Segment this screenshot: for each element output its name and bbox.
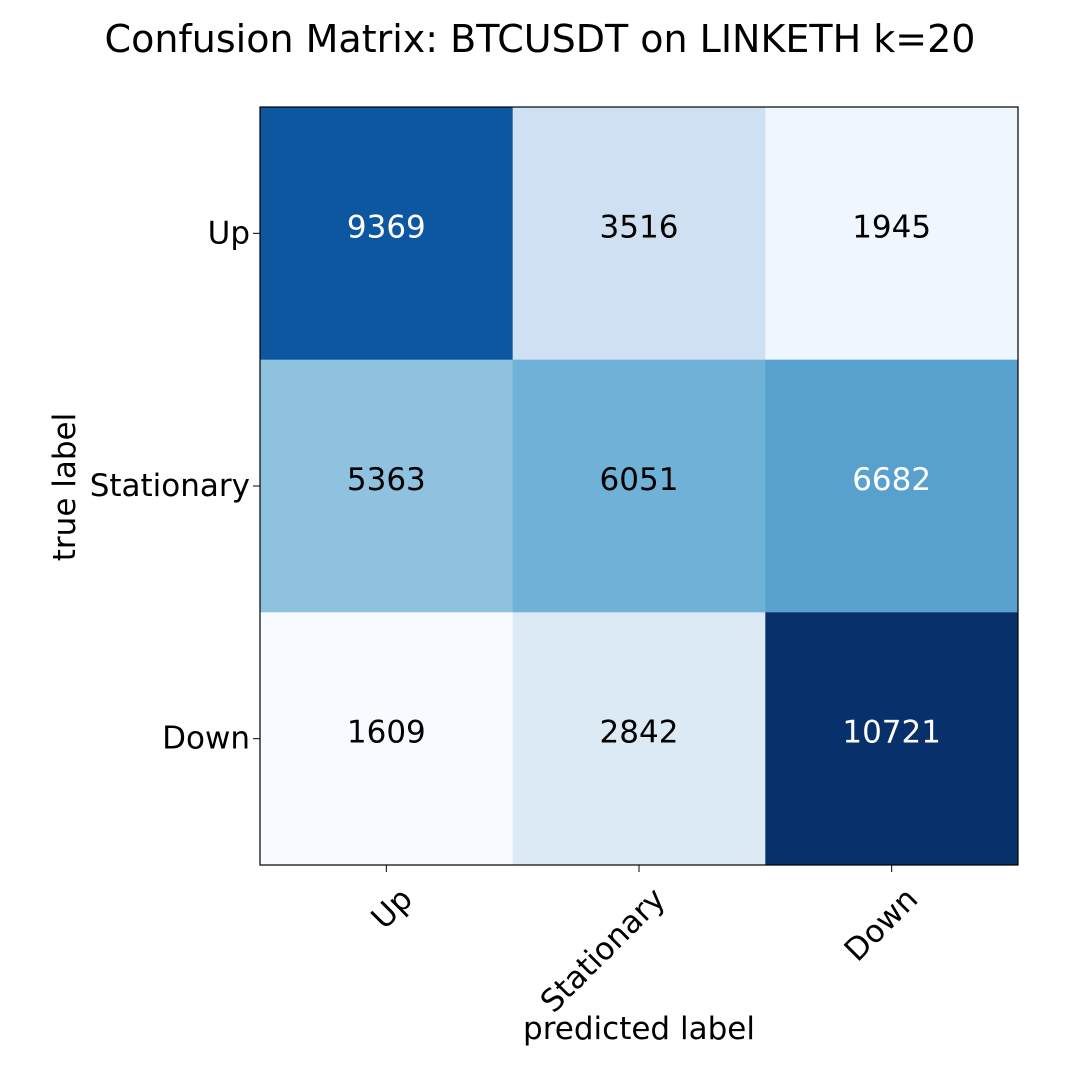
cell-value-label: 1945 (852, 209, 931, 245)
heatmap-cell (765, 359, 1019, 613)
x-axis-label: predicted label (523, 1011, 755, 1047)
y-tick-label: Stationary (90, 468, 250, 504)
cell-value-label: 6682 (852, 462, 931, 498)
cell-value-label: 10721 (842, 715, 941, 751)
y-axis-ticks: Up Stationary Down (90, 215, 260, 757)
x-tick-label: Down (838, 881, 926, 969)
heatmap-cell (260, 359, 514, 613)
heatmap-cell (260, 107, 514, 361)
heatmap-cell (512, 612, 766, 866)
heatmap-cell (512, 107, 766, 361)
heatmap-cells (260, 107, 1019, 866)
x-tick-label: Up (364, 881, 419, 936)
heatmap-cell (765, 612, 1019, 866)
cell-value-labels: 9369 3516 1945 5363 6051 6682 1609 2842 10721 (347, 209, 941, 750)
y-tick-label: Up (208, 215, 250, 251)
cell-value-label: 1609 (347, 715, 426, 751)
x-tick-label: Stationary (534, 881, 673, 1020)
cell-value-label: 6051 (600, 462, 679, 498)
y-tick-label: Down (162, 721, 250, 757)
heatmap-cell (512, 359, 766, 613)
chart-title: Confusion Matrix: BTCUSDT on LINKETH k=2… (105, 17, 976, 61)
cell-value-label: 9369 (347, 209, 426, 245)
x-axis-ticks: Up Stationary Down (364, 865, 925, 1020)
cell-value-label: 5363 (347, 462, 426, 498)
y-axis-label: true label (47, 413, 83, 561)
cell-value-label: 2842 (600, 715, 679, 751)
heatmap-cell (260, 612, 514, 866)
cell-value-label: 3516 (600, 209, 679, 245)
heatmap-cell (765, 107, 1019, 361)
